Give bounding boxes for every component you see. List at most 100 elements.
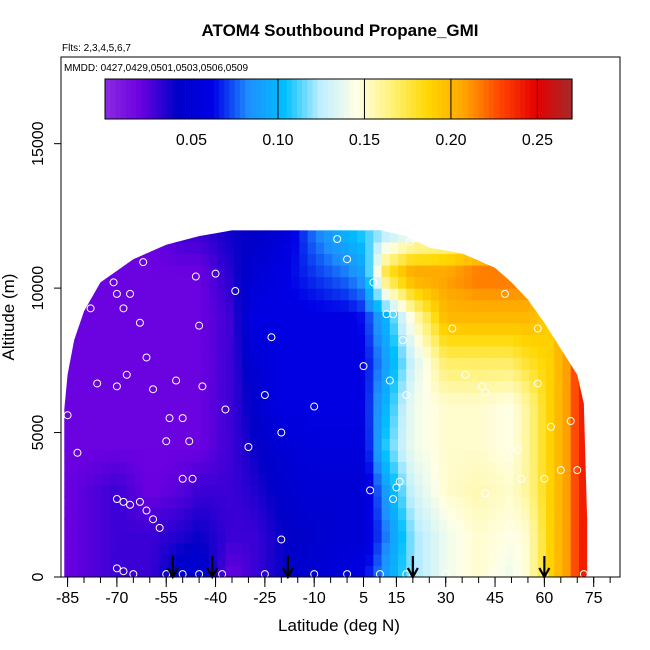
heat-cell bbox=[134, 496, 144, 509]
heat-cell bbox=[546, 473, 555, 486]
heat-cell bbox=[167, 484, 177, 497]
heat-cell bbox=[69, 496, 79, 509]
heat-cell bbox=[151, 426, 161, 439]
heat-cell bbox=[381, 241, 391, 255]
heat-cell bbox=[233, 484, 243, 497]
heat-cell bbox=[546, 507, 555, 520]
heat-cell bbox=[159, 392, 169, 405]
heat-cell bbox=[159, 288, 169, 301]
heat-cell bbox=[134, 345, 144, 359]
heat-cell bbox=[537, 299, 547, 312]
heat-cell bbox=[315, 345, 325, 359]
heat-cell bbox=[521, 530, 531, 543]
heat-cell bbox=[225, 288, 235, 301]
heat-cell bbox=[299, 415, 309, 428]
heat-cell bbox=[398, 334, 407, 347]
heat-cell bbox=[562, 530, 572, 543]
heat-cell bbox=[447, 403, 457, 416]
heat-cell bbox=[233, 230, 243, 231]
heat-cell bbox=[85, 530, 95, 543]
sample-point bbox=[402, 391, 411, 399]
heat-cell bbox=[102, 507, 111, 520]
sample-point bbox=[142, 353, 151, 362]
colorbar-cell bbox=[452, 79, 459, 119]
heat-cell bbox=[455, 449, 465, 463]
heat-cell bbox=[447, 507, 457, 520]
heat-cell bbox=[324, 322, 333, 335]
heat-cell bbox=[570, 530, 580, 543]
heat-cell bbox=[463, 276, 473, 289]
colorbar-cell bbox=[276, 79, 283, 119]
heat-cell bbox=[291, 288, 300, 301]
heat-cell bbox=[69, 276, 79, 289]
heat-cell bbox=[217, 380, 227, 393]
heat-cell bbox=[274, 473, 284, 486]
heat-cell bbox=[184, 288, 194, 301]
heat-cell bbox=[225, 241, 235, 255]
heat-cell bbox=[537, 334, 547, 347]
heat-cell bbox=[217, 519, 227, 532]
heat-cell bbox=[356, 473, 366, 486]
heat-cell bbox=[85, 507, 95, 520]
heat-cell bbox=[200, 565, 210, 577]
heat-cell bbox=[562, 241, 572, 255]
heat-cell bbox=[472, 392, 481, 405]
sample-point bbox=[441, 570, 450, 577]
heat-cell bbox=[176, 357, 185, 370]
heat-cell bbox=[184, 403, 194, 416]
heat-cell bbox=[143, 288, 153, 301]
heat-cell bbox=[241, 288, 251, 301]
heat-cell bbox=[521, 507, 531, 520]
heat-cell bbox=[578, 276, 588, 289]
heat-cell bbox=[324, 288, 333, 301]
heat-cell bbox=[472, 357, 481, 370]
colorbar-cell bbox=[115, 79, 122, 119]
heat-cell bbox=[422, 542, 432, 555]
heat-cell bbox=[282, 369, 292, 382]
heat-cell bbox=[455, 438, 465, 451]
colorbar-cell bbox=[302, 79, 308, 119]
heat-cell bbox=[266, 392, 276, 405]
heat-cell bbox=[587, 392, 588, 405]
colorbar-cell bbox=[509, 79, 516, 119]
heat-cell bbox=[496, 276, 506, 289]
heat-cell bbox=[488, 473, 498, 486]
heat-cell bbox=[398, 357, 407, 370]
sample-point bbox=[221, 405, 230, 414]
heat-cell bbox=[340, 438, 350, 451]
colorbar-cell bbox=[546, 79, 552, 119]
heat-cell bbox=[110, 265, 120, 278]
heat-cell bbox=[463, 507, 473, 520]
heat-cell bbox=[250, 253, 259, 266]
heat-cell bbox=[340, 415, 350, 428]
sample-point bbox=[142, 506, 151, 515]
heat-cell bbox=[496, 484, 506, 497]
heat-cell bbox=[562, 299, 572, 312]
heat-cell bbox=[258, 230, 268, 243]
sample-point bbox=[481, 489, 490, 498]
heat-cell bbox=[266, 415, 276, 428]
sample-point bbox=[119, 304, 128, 313]
heat-cell bbox=[151, 357, 161, 370]
heat-cell bbox=[93, 415, 103, 428]
heat-cell bbox=[233, 542, 243, 555]
heat-cell bbox=[472, 345, 481, 359]
heat-cell bbox=[126, 357, 136, 370]
heat-cell bbox=[225, 553, 235, 567]
heat-cell bbox=[69, 519, 79, 532]
heat-cell bbox=[398, 496, 407, 509]
heat-cell bbox=[406, 276, 416, 289]
heat-cell bbox=[93, 449, 103, 463]
heat-cell bbox=[398, 311, 407, 324]
heat-cell bbox=[159, 530, 169, 543]
heat-cell bbox=[315, 230, 325, 231]
heat-cell bbox=[151, 507, 161, 520]
heat-cell bbox=[332, 542, 342, 555]
heat-cell bbox=[274, 299, 284, 312]
heat-cell bbox=[537, 542, 547, 555]
heat-cell bbox=[455, 265, 465, 278]
heat-cell bbox=[513, 496, 522, 509]
heat-cell bbox=[299, 345, 309, 359]
heat-cell bbox=[578, 484, 588, 497]
heat-cell bbox=[373, 519, 383, 532]
